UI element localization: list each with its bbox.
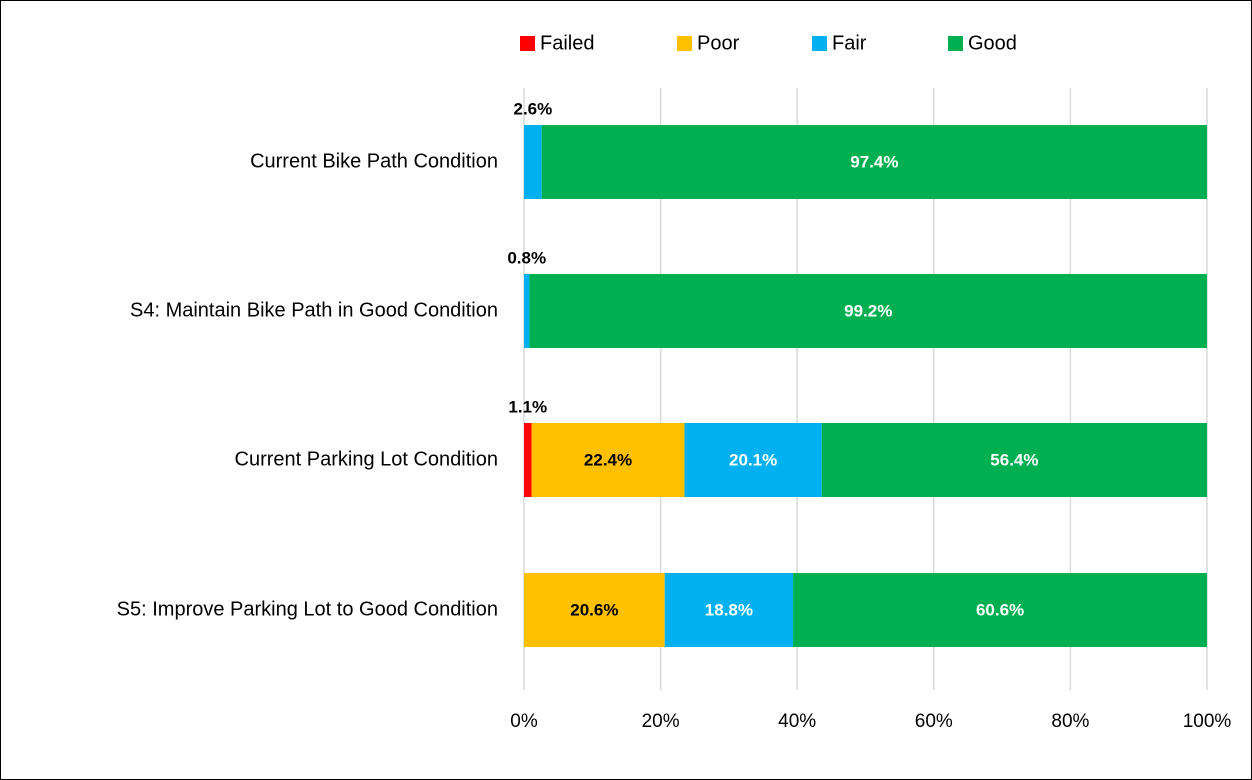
bar-segment [524,274,530,348]
value-label: 2.6% [514,99,553,118]
value-label: 99.2% [844,301,892,320]
value-label: 22.4% [584,450,632,469]
category-label: S4: Maintain Bike Path in Good Condition [130,299,498,321]
bar-segment [529,274,1207,348]
x-tick-label: 0% [510,711,538,732]
legend-label: Failed [540,32,594,54]
value-label: 20.1% [729,450,777,469]
legend-swatch [948,36,963,51]
bar-segment [821,423,1207,497]
x-tick-label: 80% [1051,711,1089,732]
x-tick-label: 20% [642,711,680,732]
value-label: 97.4% [850,152,898,171]
value-label: 0.8% [507,248,546,267]
value-label: 18.8% [705,600,753,619]
category-label: Current Bike Path Condition [250,150,498,172]
bar-segment [524,573,665,647]
legend-swatch [520,36,535,51]
category-label: Current Parking Lot Condition [235,448,498,470]
value-label: 56.4% [990,450,1038,469]
category-label: S5: Improve Parking Lot to Good Conditio… [117,598,498,620]
legend-label: Good [968,32,1017,54]
value-label: 60.6% [976,600,1024,619]
legend-label: Poor [697,32,740,54]
x-tick-label: 60% [915,711,953,732]
bar-segment [684,423,822,497]
bar-segment [664,573,794,647]
x-tick-label: 100% [1183,711,1232,732]
bar-segment [524,125,542,199]
legend-label: Fair [832,32,867,54]
bar-segment [541,125,1207,199]
bar-segment [524,423,532,497]
bar-segment [793,573,1207,647]
x-tick-label: 40% [778,711,816,732]
value-label: 20.6% [570,600,618,619]
legend-swatch [812,36,827,51]
bar-segment [531,423,685,497]
value-label: 1.1% [508,397,547,416]
legend-swatch [677,36,692,51]
